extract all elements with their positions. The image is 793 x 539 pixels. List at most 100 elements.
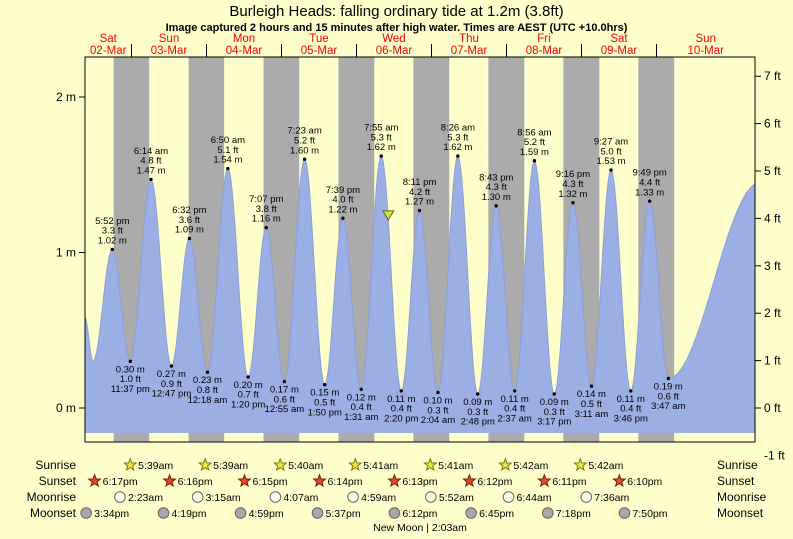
tide-point-dot (341, 216, 345, 220)
tide-point-dot (149, 177, 153, 182)
tide-point-dot (532, 159, 537, 163)
sunrise-star-icon (197, 457, 213, 472)
high-tide-label: 3.3 ft (102, 226, 123, 237)
high-tide-label: 1.62 m (367, 142, 396, 153)
moonset-time: 4:59pm (249, 508, 284, 520)
high-tide-label: 7:55 am (364, 123, 398, 134)
low-tide-label: 0.8 ft (197, 385, 218, 396)
high-tide-label: 5.1 ft (217, 145, 238, 156)
sunrise-star-icon (573, 457, 588, 472)
high-tide-label: 1.47 m (136, 166, 165, 177)
sunrise-star-icon (498, 457, 513, 472)
y-axis-right-label: 4 ft (764, 211, 781, 225)
high-tide-label: 4.0 ft (332, 195, 353, 206)
tide-point-dot (417, 208, 422, 213)
low-tide-label: 0.12 m (347, 392, 376, 403)
day-of-week-label: Sat (100, 33, 118, 45)
moonset-time: 7:18pm (556, 508, 591, 520)
low-tide-label: 0.19 m (654, 381, 683, 392)
sunset-star-icon (387, 473, 402, 488)
tide-point-dot (169, 364, 174, 368)
low-tide-label: 3:46 pm (614, 413, 648, 424)
tide-area (85, 156, 755, 433)
high-tide-label: 7:23 am (287, 126, 321, 137)
high-tide-label: 1.16 m (252, 214, 281, 225)
sunrise-time: 5:39am (213, 460, 248, 472)
moonrise-icon (425, 491, 437, 503)
high-tide-label: 1.02 m (98, 235, 127, 246)
plot-frame (84, 56, 756, 443)
high-tide-label: 1.53 m (597, 156, 626, 167)
low-tide-label: 0.09 m (463, 397, 492, 408)
low-tide-label: 0.11 m (501, 394, 529, 405)
low-tide-label: 1:20 pm (231, 400, 265, 411)
sunrise-star-icon (348, 457, 363, 472)
sunset-time: 6:10pm (627, 476, 662, 488)
almanac-row-label-right: Sunset (717, 474, 755, 488)
now-marker-icon (381, 210, 395, 221)
sunrise-star-icon (122, 457, 138, 472)
y-axis-left-label: 2 m (56, 90, 76, 104)
high-tide-label: 6:14 am (134, 146, 168, 157)
moonrise-time: 2:23am (128, 492, 163, 504)
moonrise-icon (114, 491, 126, 503)
sunrise-star-icon (272, 457, 288, 472)
y-axis-left-label: 0 m (56, 401, 76, 415)
low-tide-label: 0.5 ft (581, 399, 602, 410)
high-tide-label: 6:50 am (211, 135, 245, 146)
y-axis-right-label: 6 ft (764, 117, 781, 131)
sunset-time: 6:14pm (327, 476, 362, 488)
high-tide-label: 1.54 m (213, 155, 242, 166)
tide-point-dot (110, 247, 115, 252)
day-of-week-label: Sat (610, 33, 628, 45)
sunset-star-icon (537, 473, 552, 488)
page-title: Burleigh Heads: falling ordinary tide at… (229, 3, 564, 20)
low-tide-label: 11:37 pm (111, 384, 150, 395)
high-tide-label: 5.0 ft (600, 146, 621, 157)
sunrise-time: 5:39am (138, 460, 173, 472)
high-tide-label: 4.3 ft (486, 182, 507, 193)
moonset-time: 3:34pm (94, 508, 129, 520)
low-tide-label: 0.7 ft (238, 390, 259, 401)
moonset-icon (542, 507, 554, 519)
tide-point-dot (476, 392, 480, 396)
tide-point-dot (571, 201, 575, 205)
moon-phase-label: New Moon | 2:03am (373, 522, 467, 534)
moonset-time: 6:12pm (402, 508, 437, 520)
low-tide-label: 0.4 ft (391, 404, 412, 415)
low-tide-label: 0.3 ft (544, 407, 565, 418)
day-date-label: 10-Mar (688, 45, 725, 57)
low-tide-label: 2:04 am (421, 415, 455, 426)
high-tide-label: 8:43 pm (479, 172, 513, 183)
low-tide-label: 0.6 ft (658, 391, 679, 402)
high-tide-label: 1.32 m (558, 189, 587, 200)
sunset-time: 6:13pm (402, 476, 437, 488)
high-tide-label: 5.3 ft (371, 132, 392, 143)
tide-point-dot (187, 236, 192, 241)
day-of-week-label: Mon (233, 33, 255, 45)
y-axis-right-label: 7 ft (764, 69, 781, 83)
tide-point-dot (629, 389, 633, 393)
high-tide-label: 1.33 m (635, 187, 664, 198)
low-tide-label: 0.15 m (310, 388, 339, 399)
low-tide-label: 0.3 ft (427, 405, 448, 416)
high-tide-label: 1.62 m (443, 142, 472, 153)
low-tide-label: 0.20 m (234, 380, 263, 391)
low-tide-label: 0.10 m (423, 395, 452, 406)
page-subtitle: Image captured 2 hours and 15 minutes af… (165, 22, 628, 34)
high-tide-label: 6:32 pm (172, 205, 206, 216)
low-tide-label: 0.27 m (157, 369, 186, 380)
tide-point-dot (552, 392, 556, 396)
tide-point-dot (246, 375, 250, 379)
high-tide-label: 3.8 ft (256, 204, 277, 215)
low-tide-label: 0.4 ft (351, 402, 372, 413)
high-tide-label: 1.27 m (405, 197, 434, 208)
high-tide-label: 5.2 ft (294, 136, 315, 147)
high-tide-label: 5.3 ft (447, 132, 468, 143)
moonset-icon (388, 507, 401, 519)
low-tide-label: 1.0 ft (120, 374, 141, 385)
high-tide-label: 1.09 m (175, 225, 204, 236)
tide-point-dot (264, 225, 268, 230)
moonrise-time: 6:44am (517, 492, 552, 504)
